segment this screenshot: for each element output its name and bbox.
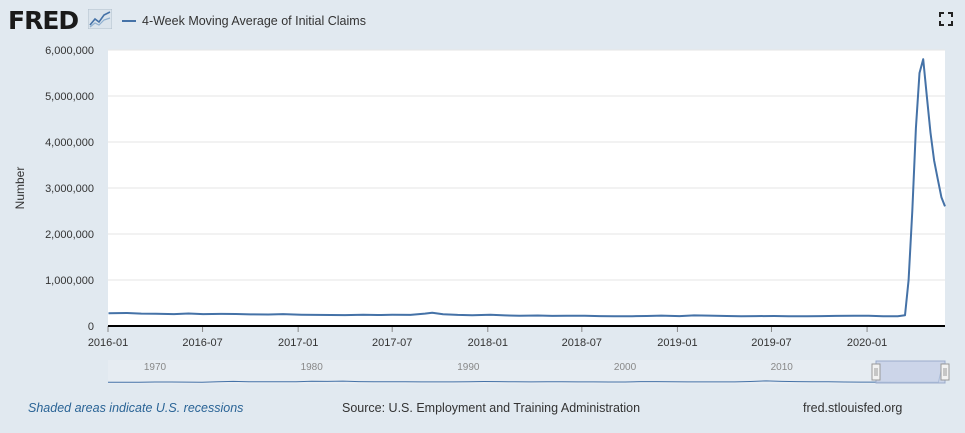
x-tick-label: 2017-07 — [372, 337, 412, 349]
chart-legend[interactable]: 4-Week Moving Average of Initial Claims — [122, 12, 366, 30]
x-tick-label: 2016-07 — [182, 337, 222, 349]
source-text: Source: U.S. Employment and Training Adm… — [342, 401, 641, 415]
grid-lines — [108, 49, 945, 281]
recession-note-link[interactable]: Shaded areas indicate U.S. recessions — [28, 401, 244, 415]
chart-header: FRED 4-Week Moving Average of Initial Cl… — [0, 0, 965, 40]
navigator-year-label: 1980 — [301, 362, 324, 373]
x-tick-label: 2019-01 — [657, 337, 697, 349]
y-tick-label: 3,000,000 — [45, 183, 94, 195]
navigator-series-line — [108, 362, 946, 383]
y-tick-label: 1,000,000 — [45, 275, 94, 287]
series-group — [108, 58, 946, 318]
legend-line-swatch — [122, 20, 136, 22]
navigator-left-handle[interactable] — [871, 363, 881, 381]
site-url[interactable]: fred.stlouisfed.org — [803, 401, 903, 415]
y-tick-label: 5,000,000 — [45, 91, 94, 103]
line-chart: 0 1,000,000 2,000,000 3,000,000 4,000,000 5,0… — [13, 45, 950, 384]
navigator-background — [108, 360, 945, 384]
y-axis-title: Number — [13, 167, 27, 210]
series-line[interactable] — [108, 58, 946, 318]
x-tick-label: 2019-07 — [751, 337, 791, 349]
x-tick-label: 2018-01 — [468, 337, 508, 349]
legend-series-label: 4-Week Moving Average of Initial Claims — [142, 14, 366, 28]
y-axis-tick-labels: 0 1,000,000 2,000,000 3,000,000 4,000,000 5,0… — [45, 45, 94, 333]
x-tick-label: 2017-01 — [278, 337, 318, 349]
fred-logo[interactable]: FRED — [8, 6, 79, 35]
fred-graph-logo-icon — [88, 9, 112, 29]
x-tick-label: 2016-01 — [88, 337, 128, 349]
fullscreen-icon[interactable] — [939, 12, 953, 26]
navigator-year-label: 2010 — [771, 362, 794, 373]
y-tick-label: 4,000,000 — [45, 137, 94, 149]
navigator-selection[interactable] — [875, 360, 946, 384]
y-tick-label: 2,000,000 — [45, 229, 94, 241]
y-tick-label: 0 — [88, 321, 94, 333]
x-tick-label: 2020-01 — [847, 337, 887, 349]
navigator-year-label: 1990 — [457, 362, 480, 373]
navigator-series — [108, 362, 946, 383]
navigator-year-label: 1970 — [144, 362, 167, 373]
x-tick-label: 2018-07 — [562, 337, 602, 349]
navigator-year-labels: 1970 1980 1990 2000 2010 — [144, 362, 793, 373]
navigator-year-label: 2000 — [614, 362, 637, 373]
x-axis-tick-labels: 2016-01 2016-07 2017-01 2017-07 2018-01 2018-… — [88, 337, 887, 349]
navigator-right-handle[interactable] — [940, 363, 950, 381]
range-navigator[interactable]: 1970 1980 1990 2000 2010 — [108, 360, 950, 384]
y-tick-label: 6,000,000 — [45, 45, 94, 57]
